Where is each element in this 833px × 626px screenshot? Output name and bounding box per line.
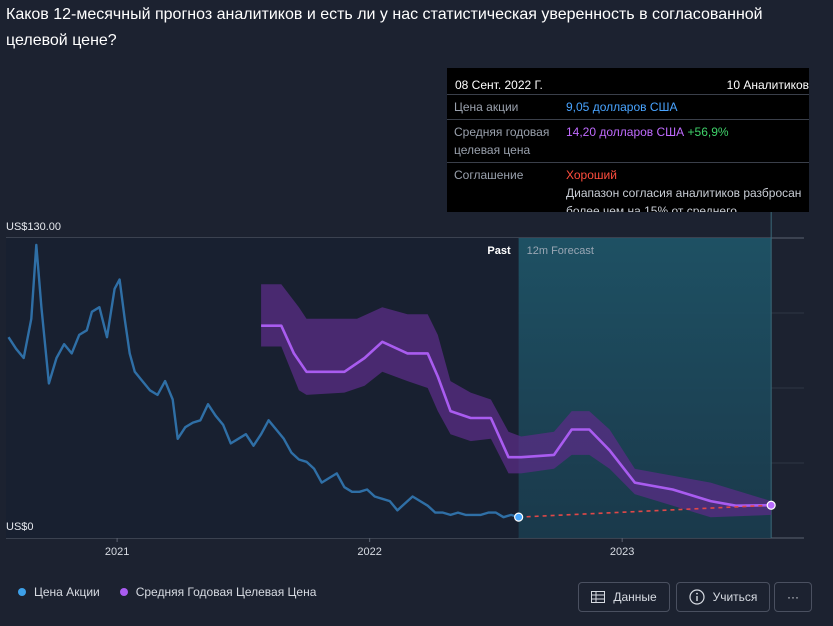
projection-dashed-line — [518, 504, 772, 518]
more-button[interactable]: ··· — [774, 582, 812, 612]
tooltip-agreement-row: Соглашение Хороший Диапазон согласия ана… — [447, 162, 809, 212]
tooltip-analysts: 10 Аналитиков — [726, 78, 809, 92]
data-button-label: Данные — [613, 590, 657, 604]
tooltip-target-label: Средняя годовая целевая цена — [454, 125, 550, 157]
more-icon: ··· — [787, 590, 799, 604]
legend-label-target: Средняя Годовая Целевая Цена — [135, 585, 317, 599]
learn-button[interactable]: Учиться — [676, 582, 770, 612]
chart-legend: Цена Акции Средняя Годовая Целевая Цена — [18, 585, 316, 599]
x-tick-label: 2022 — [357, 546, 381, 558]
tooltip-price-row: Цена акции 9,05 долларов США — [447, 94, 809, 119]
y-axis-label-top: US$130.00 — [6, 221, 61, 233]
price-end-point — [514, 512, 524, 522]
chart-tooltip: 08 Сент. 2022 Г. 10 Аналитиков Цена акци… — [447, 68, 809, 212]
tooltip-target-row: Средняя годовая целевая цена 14,20 долла… — [447, 119, 809, 162]
legend-item-target[interactable]: Средняя Годовая Целевая Цена — [119, 585, 317, 599]
tooltip-agreement-value: Хороший — [566, 168, 617, 182]
y-axis-label-bottom: US$0 — [6, 521, 34, 533]
past-label: Past — [487, 245, 511, 257]
target-end-point — [766, 500, 776, 510]
info-icon — [688, 589, 705, 605]
tooltip-target-value: 14,20 долларов США — [566, 125, 685, 139]
tooltip-agreement-note: Диапазон согласия аналитиков разбросан б… — [566, 186, 802, 212]
target-range-band — [261, 284, 772, 518]
tooltip-agreement-label: Соглашение — [454, 168, 524, 182]
data-button[interactable]: Данные — [578, 582, 670, 612]
learn-button-label: Учиться — [712, 590, 758, 604]
forecast-label: 12m Forecast — [527, 245, 594, 257]
tooltip-price-value: 9,05 долларов США — [566, 100, 678, 114]
legend-label-price: Цена Акции — [34, 585, 100, 599]
table-icon — [591, 591, 606, 603]
page-title: Каков 12-месячный прогноз аналитиков и е… — [6, 6, 763, 49]
legend-dot-target — [119, 588, 128, 596]
x-tick-label: 2021 — [105, 546, 129, 558]
tooltip-target-change: +56,9% — [687, 125, 729, 139]
legend-dot-price — [18, 588, 26, 596]
legend-item-price[interactable]: Цена Акции — [18, 585, 100, 599]
series-line-target — [261, 324, 772, 507]
tooltip-date: 08 Сент. 2022 Г. — [455, 78, 543, 92]
series-line-price — [7, 243, 519, 519]
tooltip-price-label: Цена акции — [454, 100, 519, 114]
x-tick-label: 2023 — [610, 546, 634, 558]
analyst-forecast-chart[interactable]: US$130.00 US$0 2021 2022 2023 Past 12m Forecas… — [0, 0, 833, 560]
